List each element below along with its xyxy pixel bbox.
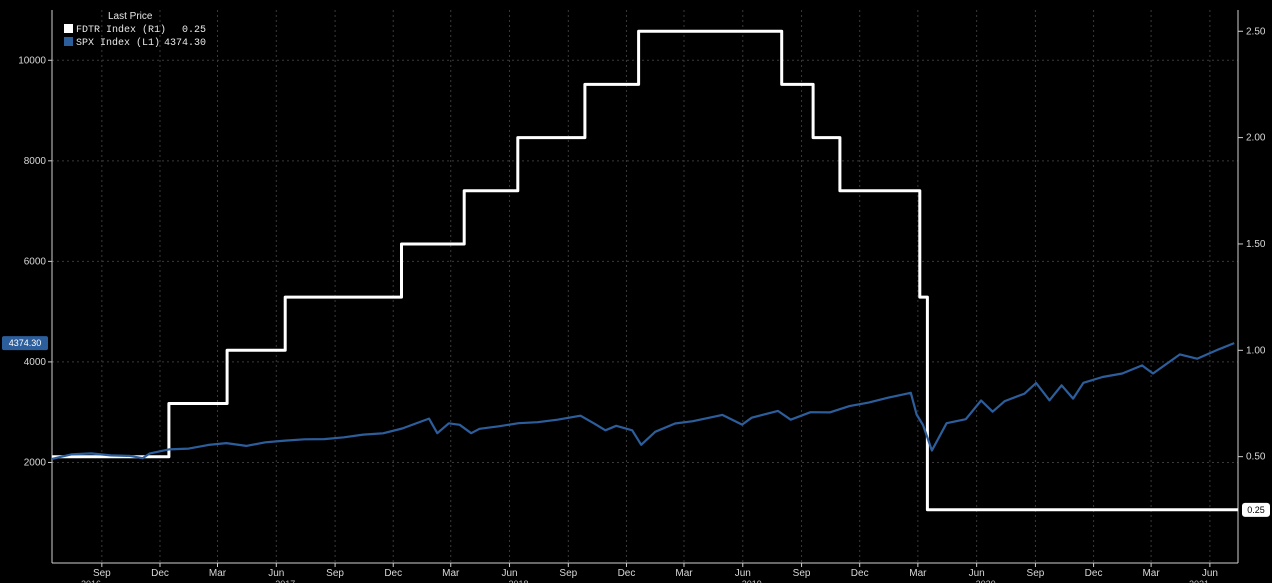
legend-header: Last Price <box>108 11 153 22</box>
left-tick-label: 4000 <box>24 357 47 368</box>
left-tick-label: 8000 <box>24 156 47 167</box>
x-tick-label: Jun <box>501 568 517 579</box>
x-year-label: 2020 <box>976 579 996 583</box>
x-tick-label: Dec <box>151 568 169 579</box>
legend-label-fdtr: FDTR Index (R1) <box>76 24 166 36</box>
x-tick-label: Dec <box>1085 568 1103 579</box>
right-tick-label: 2.00 <box>1246 133 1266 144</box>
x-tick-label: Jun <box>735 568 751 579</box>
right-tick-label: 1.50 <box>1246 239 1266 250</box>
x-tick-label: Sep <box>326 568 344 579</box>
legend: Last Price FDTR Index (R1) 0.25 SPX Inde… <box>64 11 206 49</box>
legend-value-spx: 4374.30 <box>164 38 206 49</box>
x-tick-label: Mar <box>209 568 227 579</box>
right-tick-label: 2.50 <box>1246 26 1266 37</box>
right-last-value-label: 0.25 <box>1247 505 1265 515</box>
badge-layer: 4374.30 0.25 <box>2 336 1270 517</box>
x-tick-label: Mar <box>909 568 927 579</box>
legend-value-fdtr: 0.25 <box>182 25 206 36</box>
x-tick-label: Mar <box>675 568 693 579</box>
left-tick-label: 10000 <box>18 55 46 66</box>
x-tick-label: Dec <box>618 568 636 579</box>
series-layer <box>51 29 1238 512</box>
x-year-label: 2019 <box>742 579 762 583</box>
x-tick-label: Sep <box>1027 568 1045 579</box>
x-tick-label: Sep <box>559 568 577 579</box>
left-last-value-label: 4374.30 <box>9 338 42 348</box>
x-year-label: 2018 <box>508 579 528 583</box>
axes-layer: 2000 4000 6000 8000 10000 0.50 1.00 1.50 2.00 2.5… <box>18 10 1266 583</box>
series-line-spx <box>51 342 1235 460</box>
x-tick-label: Jun <box>268 568 284 579</box>
x-tick-label: Sep <box>93 568 111 579</box>
x-tick-label: Mar <box>442 568 460 579</box>
x-year-label: 2021 <box>1189 579 1209 583</box>
left-tick-label: 6000 <box>24 256 47 267</box>
x-year-label: 2016 <box>81 579 101 583</box>
right-tick-label: 0.50 <box>1246 452 1266 463</box>
legend-swatch-fdtr <box>64 24 73 33</box>
left-tick-label: 2000 <box>24 457 47 468</box>
right-tick-label: 1.00 <box>1246 345 1266 356</box>
x-tick-label: Mar <box>1142 568 1160 579</box>
left-last-value-badge <box>2 336 48 351</box>
x-tick-label: Jun <box>969 568 985 579</box>
grid-layer <box>52 10 1238 563</box>
x-tick-label: Jun <box>1202 568 1218 579</box>
legend-swatch-spx <box>64 37 73 46</box>
x-tick-label: Dec <box>851 568 869 579</box>
series-line-fdtr <box>52 29 1238 512</box>
x-tick-label: Sep <box>793 568 811 579</box>
right-last-value-badge <box>1242 502 1270 517</box>
legend-label-spx: SPX Index (L1) <box>76 37 160 49</box>
x-year-label: 2017 <box>275 579 295 583</box>
x-tick-label: Dec <box>384 568 402 579</box>
